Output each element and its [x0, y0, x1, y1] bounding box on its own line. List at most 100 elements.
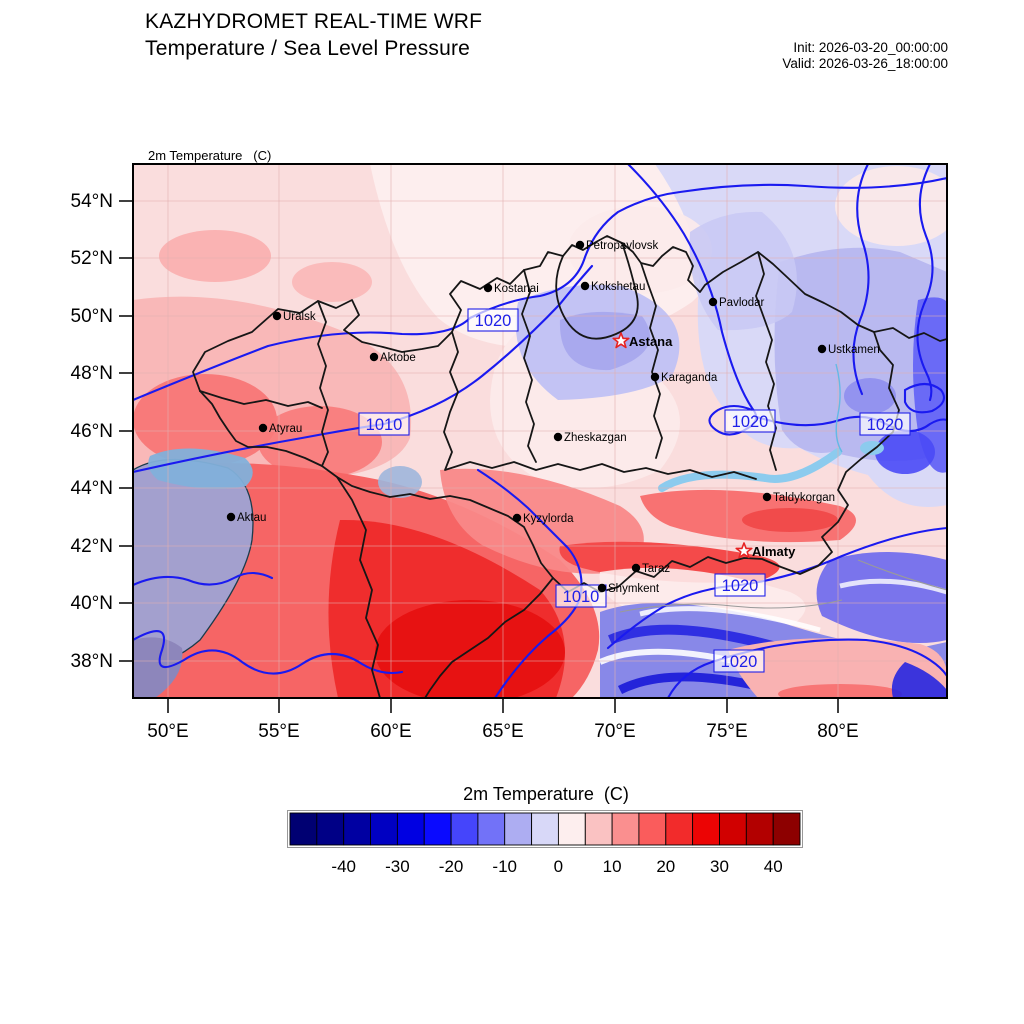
- city-label: Astana: [629, 334, 673, 349]
- colorbar-tick-label: -20: [439, 857, 464, 876]
- city-marker-aktobe: Aktobe: [369, 352, 416, 364]
- pressure-label-box: [714, 573, 766, 597]
- city-marker-taraz: Taraz: [631, 563, 670, 575]
- city-marker-petropavlovsk: Petropavlovsk: [575, 240, 658, 252]
- city-markers: Petropavlovsk Kostanai Kokshetau Pavloda…: [226, 240, 880, 595]
- city-dot: [553, 432, 563, 442]
- lat-tick-label: 52°N: [71, 248, 113, 269]
- pressure-label-box: [358, 412, 410, 436]
- pressure-value: 1020: [732, 413, 769, 431]
- capital-star-icon: [612, 332, 630, 349]
- city-label: Karaganda: [661, 372, 718, 384]
- pressure-value: 1020: [867, 416, 904, 434]
- city-marker-kyzylorda: Kyzylorda: [512, 513, 574, 525]
- colorbar-tick-label: 30: [710, 857, 729, 876]
- city-label: Taraz: [642, 563, 670, 575]
- city-label: Atyrau: [269, 423, 302, 435]
- city-label: Petropavlovsk: [586, 240, 658, 252]
- city-dot: [226, 512, 236, 522]
- city-dot: [650, 372, 660, 382]
- city-marker-atyrau: Atyrau: [258, 423, 302, 435]
- pressure-label: 1020: [714, 573, 766, 597]
- colorbar-segment: [719, 812, 747, 846]
- city-dot: [597, 583, 607, 593]
- lon-tick-label: 65°E: [482, 721, 523, 742]
- lon-tick-label: 50°E: [147, 721, 188, 742]
- city-dot: [369, 352, 379, 362]
- colorbar-tick-label: -30: [385, 857, 410, 876]
- city-marker-karaganda: Karaganda: [650, 372, 718, 384]
- colorbar-segment: [557, 812, 586, 846]
- city-label: Aktobe: [380, 352, 416, 364]
- colorbar-tick-label: 40: [764, 857, 783, 876]
- lat-tick-label: 46°N: [71, 421, 113, 442]
- city-dot: [817, 344, 827, 354]
- city-label: Taldykorgan: [773, 492, 835, 504]
- colorbar-segment: [423, 812, 452, 846]
- pressure-label-box: [859, 412, 911, 436]
- lat-tick-label: 54°N: [71, 191, 113, 212]
- lon-tick-label: 75°E: [706, 721, 747, 742]
- city-label: Kostanai: [494, 283, 539, 295]
- pressure-label: 1010: [358, 412, 410, 436]
- city-label: Kokshetau: [591, 281, 645, 293]
- colorbar-segment: [745, 812, 774, 846]
- city-label: Pavlodar: [719, 297, 765, 309]
- colorbar-segment: [611, 812, 640, 846]
- pressure-labels: 1020 1010 1020 1020 1010 1020: [358, 308, 911, 673]
- pressure-label: 1020: [859, 412, 911, 436]
- pressure-value: 1020: [722, 577, 759, 595]
- city-dot: [272, 311, 282, 321]
- run-times: Init: 2026-03-20_00:00:00 Valid: 2026-03…: [782, 40, 948, 72]
- city-marker-zheskazgan: Zheskazgan: [553, 432, 627, 444]
- pressure-label: 1010: [555, 584, 607, 608]
- neighbor-borders: [619, 559, 947, 613]
- lon-tick-label: 80°E: [817, 721, 858, 742]
- city-marker-uralsk: Uralsk: [272, 311, 316, 323]
- colorbar-segment: [692, 812, 720, 846]
- city-marker-kostanai: Kostanai: [483, 283, 539, 295]
- lon-axis: 50°E 55°E 60°E 65°E 70°E 75°E 80°E: [147, 698, 859, 742]
- colorbar: 2m Temperature (C) -40 -30 -20 -10: [287, 784, 803, 876]
- city-label: Aktau: [237, 512, 266, 524]
- pressure-label-box: [467, 308, 519, 332]
- city-marker-taldykorgan: Taldykorgan: [762, 492, 835, 504]
- colorbar-segment: [316, 812, 345, 846]
- lon-tick-label: 55°E: [258, 721, 299, 742]
- page-title: KAZHYDROMET REAL-TIME WRF Temperature / …: [145, 8, 482, 62]
- colorbar-segment: [289, 812, 318, 846]
- pressure-label: 1020: [713, 649, 765, 673]
- colorbar-tick-label: 0: [554, 857, 563, 876]
- pressure-label: 1020: [467, 308, 519, 332]
- capital-star-icon: [735, 542, 753, 559]
- pressure-label-box: [555, 584, 607, 608]
- valid-time: Valid: 2026-03-26_18:00:00: [782, 56, 948, 71]
- lat-tick-label: 40°N: [71, 593, 113, 614]
- colorbar-frame: [287, 810, 803, 848]
- colorbar-tick-label: 10: [603, 857, 622, 876]
- city-marker-kokshetau: Kokshetau: [580, 281, 645, 293]
- colorbar-tick-label: -10: [492, 857, 517, 876]
- city-dot: [580, 281, 590, 291]
- city-dot: [631, 563, 641, 573]
- lat-tick-label: 42°N: [71, 536, 113, 557]
- city-dot: [512, 513, 522, 523]
- city-marker-shymkent: Shymkent: [597, 583, 660, 595]
- lon-tick-label: 70°E: [594, 721, 635, 742]
- city-marker-almaty: Almaty: [735, 542, 796, 559]
- colorbar-tick-label: -40: [331, 857, 356, 876]
- city-label: Kyzylorda: [523, 513, 574, 525]
- colorbar-segment: [477, 812, 506, 846]
- colorbar-segment: [531, 812, 559, 846]
- colorbar-segment: [343, 812, 372, 846]
- pressure-label: 1020: [724, 409, 776, 433]
- city-marker-astana: Astana: [612, 332, 673, 349]
- city-marker-aktau: Aktau: [226, 512, 266, 524]
- title-line1: KAZHYDROMET REAL-TIME WRF: [145, 10, 483, 33]
- init-time: Init: 2026-03-20_00:00:00: [793, 40, 948, 55]
- pressure-label-box: [724, 409, 776, 433]
- colorbar-segment: [772, 812, 801, 846]
- colorbar-segment: [665, 812, 694, 846]
- city-marker-pavlodar: Pavlodar: [708, 297, 765, 309]
